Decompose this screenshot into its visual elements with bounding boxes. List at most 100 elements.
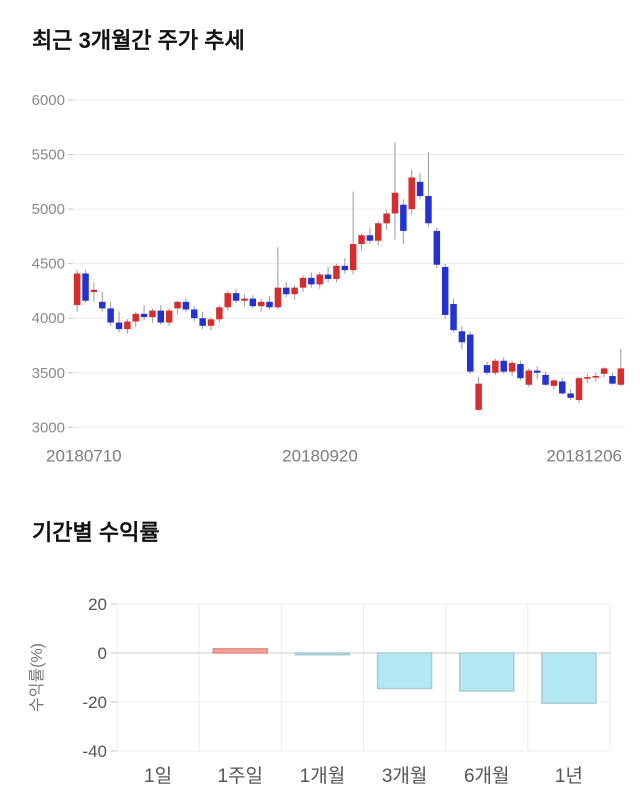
candle-up — [550, 380, 558, 386]
candle-up — [124, 321, 131, 330]
candle-up — [316, 274, 323, 285]
price-y-tick-label: 6000 — [32, 92, 65, 109]
price-y-tick-label: 5000 — [32, 201, 65, 218]
price-y-tick-label: 3000 — [32, 419, 65, 436]
returns-y-tick-label: -20 — [82, 693, 107, 712]
returns-y-tick-label: -40 — [82, 742, 107, 761]
candle-down — [199, 318, 206, 326]
candle-down — [416, 181, 424, 197]
returns-category-label: 1년 — [555, 765, 583, 787]
candle-up — [291, 287, 298, 295]
candle-down — [567, 393, 574, 398]
candle-down — [559, 381, 566, 394]
candle-up — [224, 293, 231, 308]
returns-x-axis-labels: 1일 1주일 1개월 3개월 6개월 1년 — [144, 765, 583, 787]
returns-category-label: 1개월 — [300, 765, 346, 787]
candle-up — [375, 223, 382, 241]
returns-y-tick-label: 0 — [98, 644, 107, 663]
candle-up — [617, 368, 625, 385]
candle-down — [458, 331, 466, 343]
candle-up — [149, 310, 156, 318]
candle-down — [609, 376, 616, 384]
candle-up — [600, 368, 608, 374]
returns-category-label: 1주일 — [217, 765, 263, 787]
candle-down — [182, 301, 190, 310]
price-y-grid — [68, 99, 625, 428]
candle-up — [274, 287, 282, 308]
candle-up — [492, 360, 499, 373]
candle-up — [592, 376, 599, 378]
returns-bar-positive — [212, 648, 268, 654]
price-y-tick-label: 4500 — [32, 256, 65, 273]
price-x-axis-labels: 20180710 20180920 20181206 — [46, 446, 622, 465]
candle-up — [241, 298, 248, 301]
returns-bar-negative — [541, 652, 597, 704]
price-y-tick-label: 5500 — [32, 147, 65, 164]
candle-down — [249, 298, 257, 307]
candle-down — [433, 230, 441, 265]
candle-down — [483, 365, 491, 373]
candle-down — [232, 293, 240, 301]
returns-chart-title: 기간별 수익률 — [32, 520, 160, 545]
candle-up — [575, 378, 583, 401]
candle-down — [140, 313, 148, 318]
candle-down — [157, 310, 165, 323]
price-x-tick-label: 20181206 — [546, 446, 622, 465]
candle-up — [165, 310, 173, 323]
candle-up — [257, 301, 265, 307]
candle-down — [82, 273, 89, 301]
price-y-axis-labels: 6000 5500 5000 4500 4000 3500 3000 — [32, 92, 65, 436]
candle-up — [333, 265, 340, 279]
candle-up — [391, 192, 399, 214]
candle-down — [107, 308, 114, 323]
candle-up — [349, 244, 357, 271]
candle-up — [508, 362, 516, 372]
price-y-tick-label: 3500 — [32, 365, 65, 382]
candle-down — [400, 204, 407, 231]
candle-up — [475, 383, 482, 410]
candle-down — [366, 235, 374, 241]
candle-up — [584, 377, 591, 379]
candle-down — [517, 364, 524, 379]
candle-down — [191, 309, 198, 319]
candle-down — [115, 322, 123, 330]
candle-up — [207, 319, 215, 326]
returns-category-label: 1일 — [144, 765, 172, 787]
period-returns-bar-chart: 20 0 -20 -40 수익률(%) 1일 1주일 1개월 3개월 6개월 1년 — [28, 595, 611, 787]
candle-up — [408, 177, 415, 210]
candle-down — [533, 370, 541, 373]
candle-up — [132, 313, 139, 322]
candle-up — [73, 273, 81, 306]
candle-up — [216, 307, 223, 320]
candle-up — [299, 277, 307, 288]
candle-down — [324, 274, 332, 279]
returns-y-tick-label: 20 — [88, 595, 107, 614]
candle-up — [383, 213, 390, 224]
candle-down — [425, 196, 432, 224]
returns-bars — [212, 648, 597, 704]
candle-bodies — [73, 177, 625, 410]
candle-down — [467, 334, 474, 372]
candle-up — [90, 289, 98, 293]
candle-down — [542, 374, 549, 385]
returns-y-axis-labels: 20 0 -20 -40 — [82, 595, 107, 761]
candle-down — [308, 277, 315, 285]
price-y-tick-label: 4000 — [32, 310, 65, 327]
returns-category-label: 3개월 — [382, 765, 428, 787]
candle-down — [341, 265, 349, 271]
price-x-tick-label: 20180710 — [46, 446, 122, 465]
returns-category-label: 6개월 — [464, 765, 510, 787]
price-x-tick-label: 20180920 — [282, 446, 358, 465]
returns-bar-negative — [294, 652, 351, 656]
candle-up — [358, 235, 365, 245]
candle-down — [266, 301, 273, 308]
candle-down — [283, 287, 290, 295]
candle-down — [99, 301, 106, 309]
returns-y-axis-title: 수익률(%) — [28, 643, 46, 712]
candle-up — [525, 370, 533, 385]
returns-bar-negative — [459, 652, 515, 692]
returns-bar-negative — [376, 652, 433, 690]
price-chart-title: 최근 3개월간 주가 추세 — [32, 28, 245, 53]
